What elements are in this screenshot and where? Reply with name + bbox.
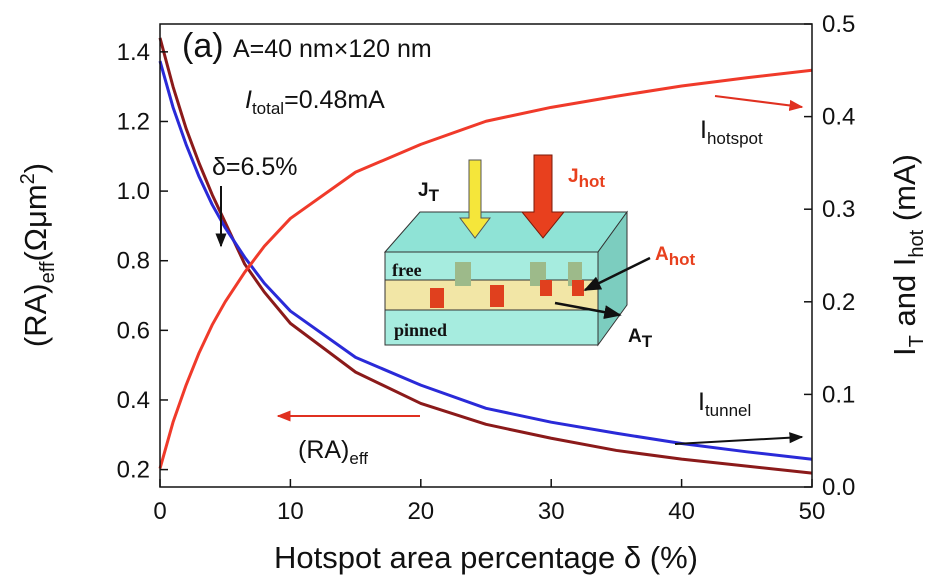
series-line (158, 68, 813, 469)
y2-axis-label-sub: hot (906, 229, 928, 257)
annotation-main: I (245, 86, 252, 114)
y2-tick-label: 0.2 (822, 289, 855, 316)
inset-label: free (392, 260, 422, 280)
plot-area (158, 37, 813, 475)
annotation-sub: hotspot (707, 129, 763, 148)
x-tick-label: 30 (538, 498, 565, 525)
x-tick-label: 20 (407, 498, 434, 525)
x-tick-label: 0 (153, 498, 166, 525)
annotation-sub: eff (349, 449, 368, 468)
y-tick-label: 1.2 (117, 108, 150, 135)
annotation-main: I (700, 116, 707, 144)
hotspot-block (455, 262, 471, 286)
y2-tick-label: 0.5 (822, 11, 855, 38)
inset-label-sub: hot (579, 172, 606, 191)
y2-tick-label: 0.4 (822, 104, 855, 131)
y-axis-label-main: (RA) (18, 283, 53, 347)
annotation-main: I (698, 388, 705, 416)
at-arrow (554, 301, 622, 320)
inset-label-sub: T (429, 186, 440, 205)
y-tick-label: 0.4 (117, 387, 150, 414)
series-line (158, 60, 813, 461)
inset-label-main: A (655, 244, 669, 265)
y-axis-label-sup: 2 (17, 173, 39, 184)
hotspot-block (490, 285, 504, 307)
inset-label-main: A (628, 326, 642, 347)
annotation: (RA)eff (298, 436, 368, 468)
y2-axis-label-sub: T (906, 335, 928, 347)
jt-arrow (459, 159, 491, 239)
hotspot-block (572, 280, 584, 296)
y2-axis-label-unit: (mA) (887, 154, 922, 230)
y-axis-label-sub: eff (37, 261, 59, 283)
y2-axis-label-main: I (887, 347, 922, 356)
inset-label: JT (418, 180, 440, 205)
y2-axis-label-mid: and I (887, 258, 922, 336)
panel-label: (a) (182, 27, 224, 65)
inset-label: pinned (394, 320, 447, 340)
x-tick-label: 50 (799, 498, 826, 525)
y-tick-label: 0.2 (117, 457, 150, 484)
y-axis-label: (RA)eff(Ωμm2) (17, 163, 59, 347)
annotation-arrow (674, 432, 804, 445)
y-tick-label: 1.0 (117, 178, 150, 205)
annotation-arrow (714, 95, 804, 111)
y2-tick-label: 0.0 (822, 474, 855, 501)
plot-frame (159, 23, 813, 488)
inset-label-main: J (418, 180, 429, 201)
inset-label: Jhot (568, 166, 605, 191)
x-tick-label: 10 (277, 498, 304, 525)
y2-tick-label: 0.3 (822, 196, 855, 223)
annotation: Ihotspot (700, 116, 763, 148)
y-tick-label: 1.4 (117, 39, 150, 66)
inset-free (384, 251, 599, 281)
annotation: Itotal=0.48mA (245, 86, 385, 118)
inset-label-main: J (568, 166, 579, 187)
inset-label-sub: T (642, 332, 653, 351)
x-tick-label: 40 (668, 498, 695, 525)
annotation: Itunnel (698, 388, 751, 420)
inset-label: AT (628, 326, 653, 351)
inset-label: Ahot (655, 244, 696, 269)
y2-tick-label: 0.1 (822, 381, 855, 408)
inset-label-sub: hot (669, 250, 696, 269)
ahot-arrow (583, 256, 651, 292)
y-tick-label: 0.8 (117, 248, 150, 275)
annotation-sub: tunnel (705, 401, 751, 420)
annotation-sub: total (252, 99, 284, 118)
annotation-main: (RA) (298, 436, 349, 464)
jhot-arrow (520, 154, 566, 239)
inset-top (383, 211, 628, 253)
y-axis-label-close: ) (18, 163, 53, 173)
y-axis-label-unit: (Ωμm (18, 184, 53, 261)
x-axis-label: Hotspot area percentage δ (%) (274, 540, 698, 575)
hotspot-block (430, 288, 444, 308)
inset-diagram: free pinned JT Jhot Ahot AT (383, 154, 696, 351)
series-line (158, 37, 813, 475)
y2-axis-label: IT and Ihot (mA) (887, 154, 928, 356)
hotspot-block (540, 280, 552, 296)
annotation: δ=6.5% (212, 153, 298, 181)
annotation: A=40 nm×120 nm (233, 35, 432, 63)
annotation-rest: =0.48mA (284, 86, 385, 114)
y-tick-label: 0.6 (117, 317, 150, 344)
